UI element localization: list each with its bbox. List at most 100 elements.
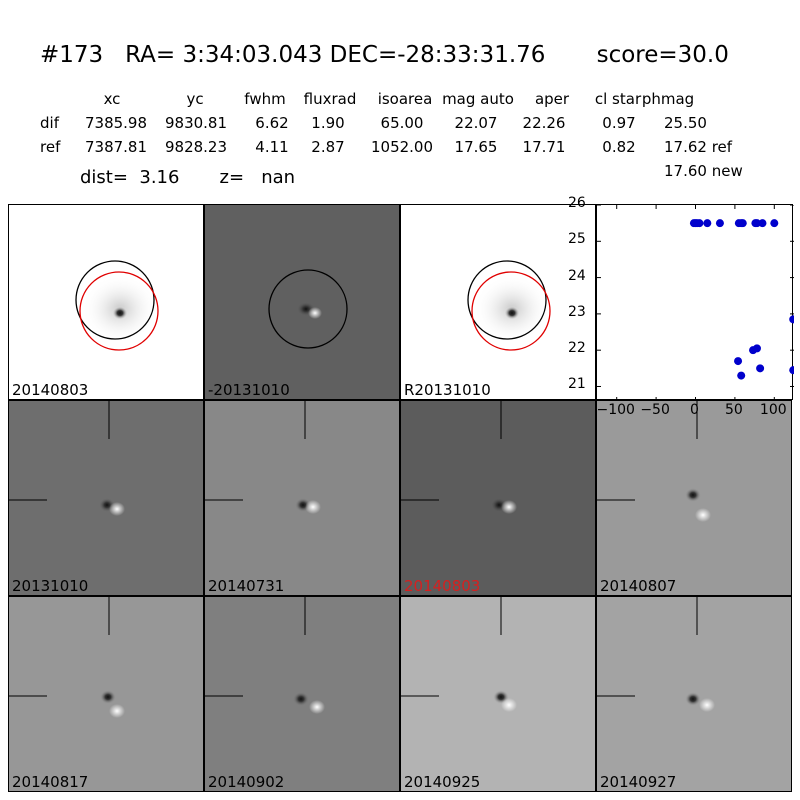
source-blob [112, 306, 128, 320]
source-blob [100, 690, 116, 704]
data-point [737, 371, 746, 380]
stamp-label: R20131010 [404, 381, 491, 399]
row-value: 17.62 ref [664, 138, 733, 156]
aperture-circle [467, 260, 547, 340]
source-blob [685, 692, 701, 706]
phmag-new: 17.60 new [664, 162, 743, 180]
stamp-image [597, 597, 715, 712]
y-tick-label: 26 [568, 195, 586, 211]
data-point [758, 219, 767, 228]
y-tick-label: 21 [568, 376, 586, 393]
stamp-panel: 20140731 [204, 400, 400, 596]
stamp-panel: 20140902 [204, 596, 400, 792]
column-header: xc [103, 90, 121, 108]
data-point [789, 315, 798, 324]
x-tick-label: 0 [690, 402, 699, 418]
column-header: cl star [594, 90, 642, 108]
source-blob [504, 306, 520, 320]
column-header: mag auto [442, 90, 514, 108]
row-value: 22.26 [522, 114, 566, 132]
column-header: phmag [641, 90, 695, 108]
row-value: 7387.81 [84, 138, 148, 156]
row-value: 25.50 [664, 114, 707, 132]
data-point [734, 357, 743, 366]
stamp-label: 20140731 [208, 577, 285, 595]
row-label: dif [40, 114, 59, 132]
row-value: 6.62 [255, 114, 289, 132]
data-point [703, 219, 712, 228]
residual-blob [109, 704, 125, 718]
residual-blob [309, 700, 325, 714]
light-curve-plot [596, 204, 798, 401]
residual-blob [109, 502, 125, 516]
residual-blob [308, 307, 322, 319]
data-point [752, 219, 761, 228]
row-value: 0.97 [602, 114, 636, 132]
stamp-label: -20131010 [208, 381, 290, 399]
data-point [756, 364, 765, 373]
row-value: 9828.23 [164, 138, 228, 156]
stamp-label: 20140817 [12, 773, 89, 791]
row-value: 22.07 [454, 114, 498, 132]
aperture-circle-red [471, 271, 551, 351]
row-value: 1.90 [311, 114, 345, 132]
y-tick-label: 25 [568, 231, 586, 248]
stamp-label: 20140803 [404, 577, 481, 595]
stamp-image [205, 401, 321, 514]
data-point [770, 219, 779, 228]
stamp-image [401, 597, 517, 712]
stamp-panel: 20140925 [400, 596, 596, 792]
row-value: 0.82 [602, 138, 636, 156]
residual-blob [699, 698, 715, 712]
row-value: 1052.00 [370, 138, 434, 156]
y-tick-label: 23 [568, 303, 586, 320]
stamp-image [467, 260, 551, 351]
stamp-image [9, 401, 125, 516]
row-value: 9830.81 [164, 114, 228, 132]
plot-canvas [597, 204, 798, 401]
stamp-panel: 20131010 [8, 400, 204, 596]
x-tick-label: 100 [759, 402, 787, 418]
stamp-panel: 20140927 [596, 596, 792, 792]
stamp-panel: R20131010 [400, 204, 596, 400]
residual-blob [501, 500, 517, 514]
stamp-panel: -20131010 [204, 204, 400, 400]
stamp-image [75, 260, 159, 351]
data-point [738, 219, 747, 228]
page-title: #173 RA= 3:34:03.043 DEC=-28:33:31.76 sc… [40, 42, 729, 68]
y-tick-label: 22 [568, 340, 586, 357]
column-header: fwhm [244, 90, 286, 108]
residual-blob [695, 508, 711, 522]
stamp-label: 20140807 [600, 577, 677, 595]
data-point [715, 219, 724, 228]
data-point [695, 219, 704, 228]
y-tick-label: 24 [568, 267, 586, 284]
residual-blob [305, 500, 321, 514]
dist-line: dist= 3.16 z= nan [80, 167, 296, 188]
row-value: 2.87 [311, 138, 345, 156]
stamp-image [268, 269, 348, 349]
stamp-label: 20131010 [12, 577, 89, 595]
stamp-panel: 20140817 [8, 596, 204, 792]
stamp-label: 20140902 [208, 773, 285, 791]
stamp-label: 20140927 [600, 773, 677, 791]
data-point [789, 366, 798, 375]
stamp-image [597, 401, 711, 522]
stamp-image [401, 401, 517, 514]
residual-blob [501, 698, 517, 712]
stamp-image [205, 597, 325, 714]
stamp-panel: 20140803 [8, 204, 204, 400]
aperture-circle [268, 269, 348, 349]
column-header: yc [186, 90, 204, 108]
row-value: 4.11 [255, 138, 289, 156]
x-tick-label: −50 [640, 402, 670, 418]
column-header: fluxrad [303, 90, 357, 108]
row-value: 65.00 [380, 114, 424, 132]
row-label: ref [40, 138, 61, 156]
source-blob [685, 488, 701, 502]
stamp-image [9, 597, 125, 718]
row-value: 17.65 [454, 138, 498, 156]
aperture-circle-red [79, 271, 159, 351]
column-header: isoarea [377, 90, 433, 108]
row-value: 7385.98 [84, 114, 148, 132]
